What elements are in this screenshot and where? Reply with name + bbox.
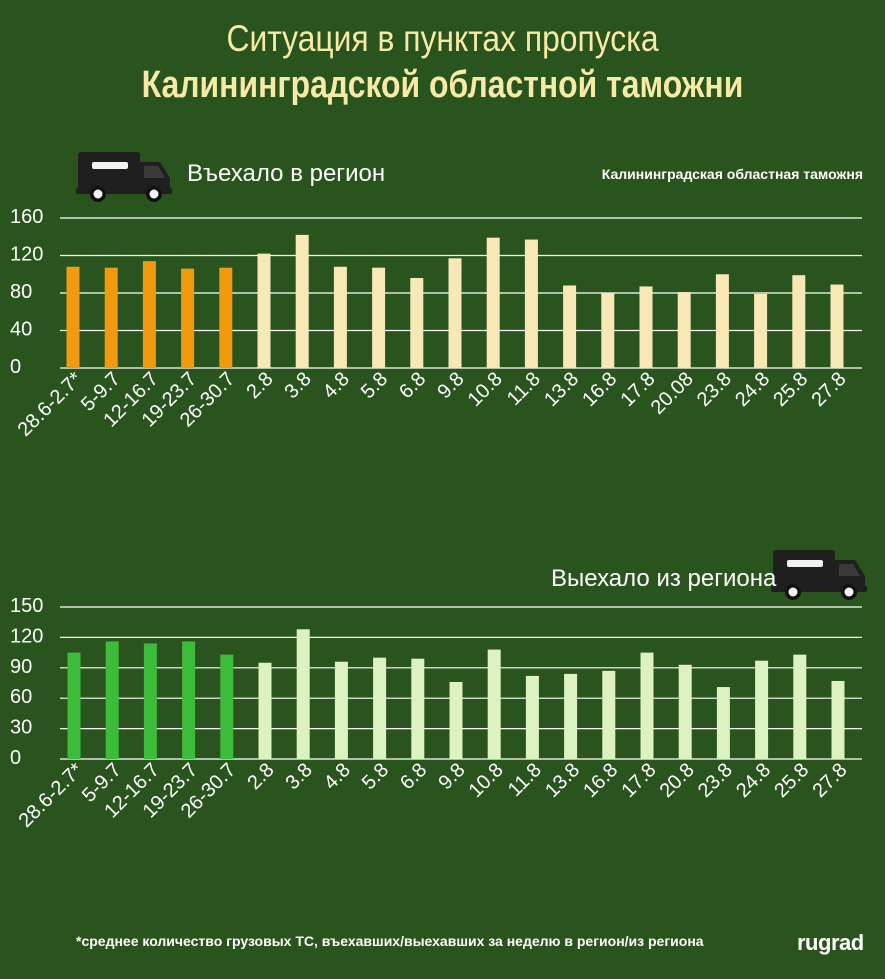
page-title-line1: Ситуация в пунктах пропуска xyxy=(226,18,659,59)
bar xyxy=(258,662,272,759)
bar xyxy=(792,275,806,368)
bar xyxy=(525,675,539,759)
y-tick-label: 80 xyxy=(10,281,32,303)
x-tick-label: 9.8 xyxy=(434,759,469,794)
y-tick-label: 120 xyxy=(10,625,43,647)
x-tick-label: 5.8 xyxy=(358,759,393,794)
y-tick-label: 150 xyxy=(10,595,43,617)
bar xyxy=(373,657,387,759)
bar xyxy=(563,285,577,368)
bar xyxy=(715,274,729,368)
bar xyxy=(182,641,196,759)
bar xyxy=(830,284,844,368)
y-tick-label: 40 xyxy=(10,319,32,341)
bar xyxy=(67,652,81,759)
bar xyxy=(448,258,462,368)
bar xyxy=(564,673,578,759)
bar xyxy=(220,654,234,759)
bar xyxy=(143,643,157,759)
y-tick-label: 30 xyxy=(10,717,32,739)
bar xyxy=(105,641,119,759)
y-tick-label: 60 xyxy=(10,686,32,708)
x-tick-label: 3.8 xyxy=(282,759,317,794)
x-tick-label: 28.6-2.7* xyxy=(15,759,88,832)
y-tick-label: 120 xyxy=(10,244,43,266)
bar xyxy=(677,292,691,368)
x-tick-label: 2.8 xyxy=(243,759,278,794)
x-tick-label: 11.8 xyxy=(504,759,546,801)
x-tick-label: 13.8 xyxy=(541,759,584,802)
brand-logo: rugrad xyxy=(797,930,864,955)
bar xyxy=(257,253,271,368)
bar xyxy=(411,658,425,759)
bar xyxy=(219,267,233,368)
bar xyxy=(716,687,730,759)
y-tick-label: 0 xyxy=(10,747,21,769)
bar xyxy=(639,286,653,368)
bar xyxy=(524,239,538,368)
entered-chart: 0408012016028.6-2.7*5-9.712-16.719-23.72… xyxy=(10,206,862,441)
bar xyxy=(601,293,615,368)
bar xyxy=(486,237,500,368)
bar xyxy=(449,681,463,759)
x-tick-label: 24.8 xyxy=(732,759,775,802)
bar xyxy=(142,261,156,368)
x-tick-label: 6.8 xyxy=(396,759,431,794)
source-label: Калининградская областная таможня xyxy=(601,166,863,182)
y-tick-label: 160 xyxy=(10,206,43,228)
x-tick-label: 20.8 xyxy=(656,759,699,802)
y-tick-label: 0 xyxy=(10,356,21,378)
truck-icon xyxy=(76,152,172,202)
x-tick-label: 16.8 xyxy=(579,759,622,802)
x-tick-label: 25.8 xyxy=(770,759,813,802)
page-title-line2: Калининградской областной таможни xyxy=(141,64,744,106)
bar xyxy=(181,268,195,368)
bar xyxy=(831,680,845,759)
x-tick-label: 23.8 xyxy=(694,759,737,802)
bar xyxy=(487,649,501,759)
chart2-title: Выехало из региона xyxy=(551,565,777,592)
bar xyxy=(296,629,310,759)
bar xyxy=(678,664,692,759)
bar xyxy=(104,267,118,368)
truck-icon xyxy=(771,550,867,600)
bar xyxy=(755,660,769,759)
bar xyxy=(295,234,309,368)
bar xyxy=(602,670,616,759)
bar xyxy=(66,266,80,368)
bar xyxy=(372,267,386,368)
bar xyxy=(754,293,768,368)
bar xyxy=(333,266,347,368)
x-tick-label: 27.8 xyxy=(808,759,851,802)
x-tick-label: 17.8 xyxy=(617,759,660,802)
bar xyxy=(334,661,348,759)
x-tick-label: 4.8 xyxy=(320,759,355,794)
chart1-title: Въехало в регион xyxy=(187,160,386,187)
bar xyxy=(640,652,654,759)
bar xyxy=(793,654,807,759)
x-tick-label: 10.8 xyxy=(465,759,508,802)
footnote: *среднее количество грузовых ТС, въехавш… xyxy=(76,933,704,949)
y-tick-label: 90 xyxy=(10,656,32,678)
bar xyxy=(410,278,424,368)
